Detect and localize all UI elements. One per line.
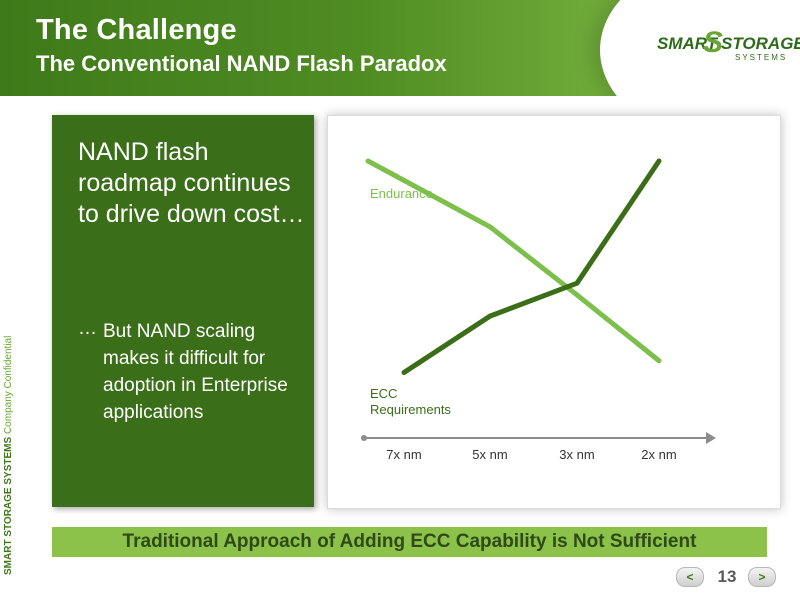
- logo-word-systems: SYSTEMS: [735, 53, 788, 62]
- company-logo: SMART S STORAGE SYSTEMS: [657, 26, 800, 62]
- slide-subtitle: The Conventional NAND Flash Paradox: [36, 51, 447, 76]
- logo-word-smart: SMART: [657, 34, 718, 53]
- endurance-ecc-chart: 7x nm 5x nm 3x nm 2x nm Endurance ECC Requi…: [361, 158, 716, 462]
- panel-main-text: NAND flash roadmap continues to drive do…: [78, 138, 305, 228]
- x-tick-label: 7x nm: [386, 447, 421, 462]
- panel-sub-text: But NAND scaling makes it difficult for …: [103, 321, 288, 423]
- confidential-text: Company Confidential: [3, 335, 14, 435]
- bottom-banner: Traditional Approach of Adding ECC Capab…: [52, 527, 767, 557]
- series-line-ecc-requirements: [401, 158, 662, 375]
- prev-slide-button[interactable]: <: [676, 567, 704, 587]
- panel-sub-ellipsis: …: [78, 318, 97, 339]
- x-tick-label: 3x nm: [559, 447, 594, 462]
- company-name: SMART STORAGE SYSTEMS: [3, 436, 14, 575]
- page-number: 13: [717, 567, 737, 586]
- x-tick-label: 2x nm: [641, 447, 676, 462]
- next-slide-button[interactable]: >: [748, 567, 776, 587]
- slide-header: The Challenge The Conventional NAND Flas…: [0, 0, 800, 96]
- slide-title: The Challenge: [36, 14, 237, 46]
- x-axis-arrow: [706, 432, 716, 444]
- series-label-endurance: Endurance: [370, 186, 433, 201]
- series-label-requirements: Requirements: [370, 402, 451, 417]
- series-label-ecc: ECC: [370, 386, 397, 401]
- x-tick-label: 5x nm: [472, 447, 507, 462]
- confidential-label: SMART STORAGE SYSTEMS Company Confidenti…: [3, 336, 14, 575]
- series-line-endurance: [365, 158, 662, 364]
- logo-s-mark: S: [703, 26, 724, 59]
- chart-panel: 7x nm 5x nm 3x nm 2x nm Endurance ECC Requi…: [327, 115, 781, 509]
- x-axis-start-dot: [361, 435, 367, 441]
- text-panel: NAND flash roadmap continues to drive do…: [52, 115, 314, 507]
- header-swoosh: [600, 0, 800, 96]
- logo-word-storage: STORAGE: [721, 34, 800, 53]
